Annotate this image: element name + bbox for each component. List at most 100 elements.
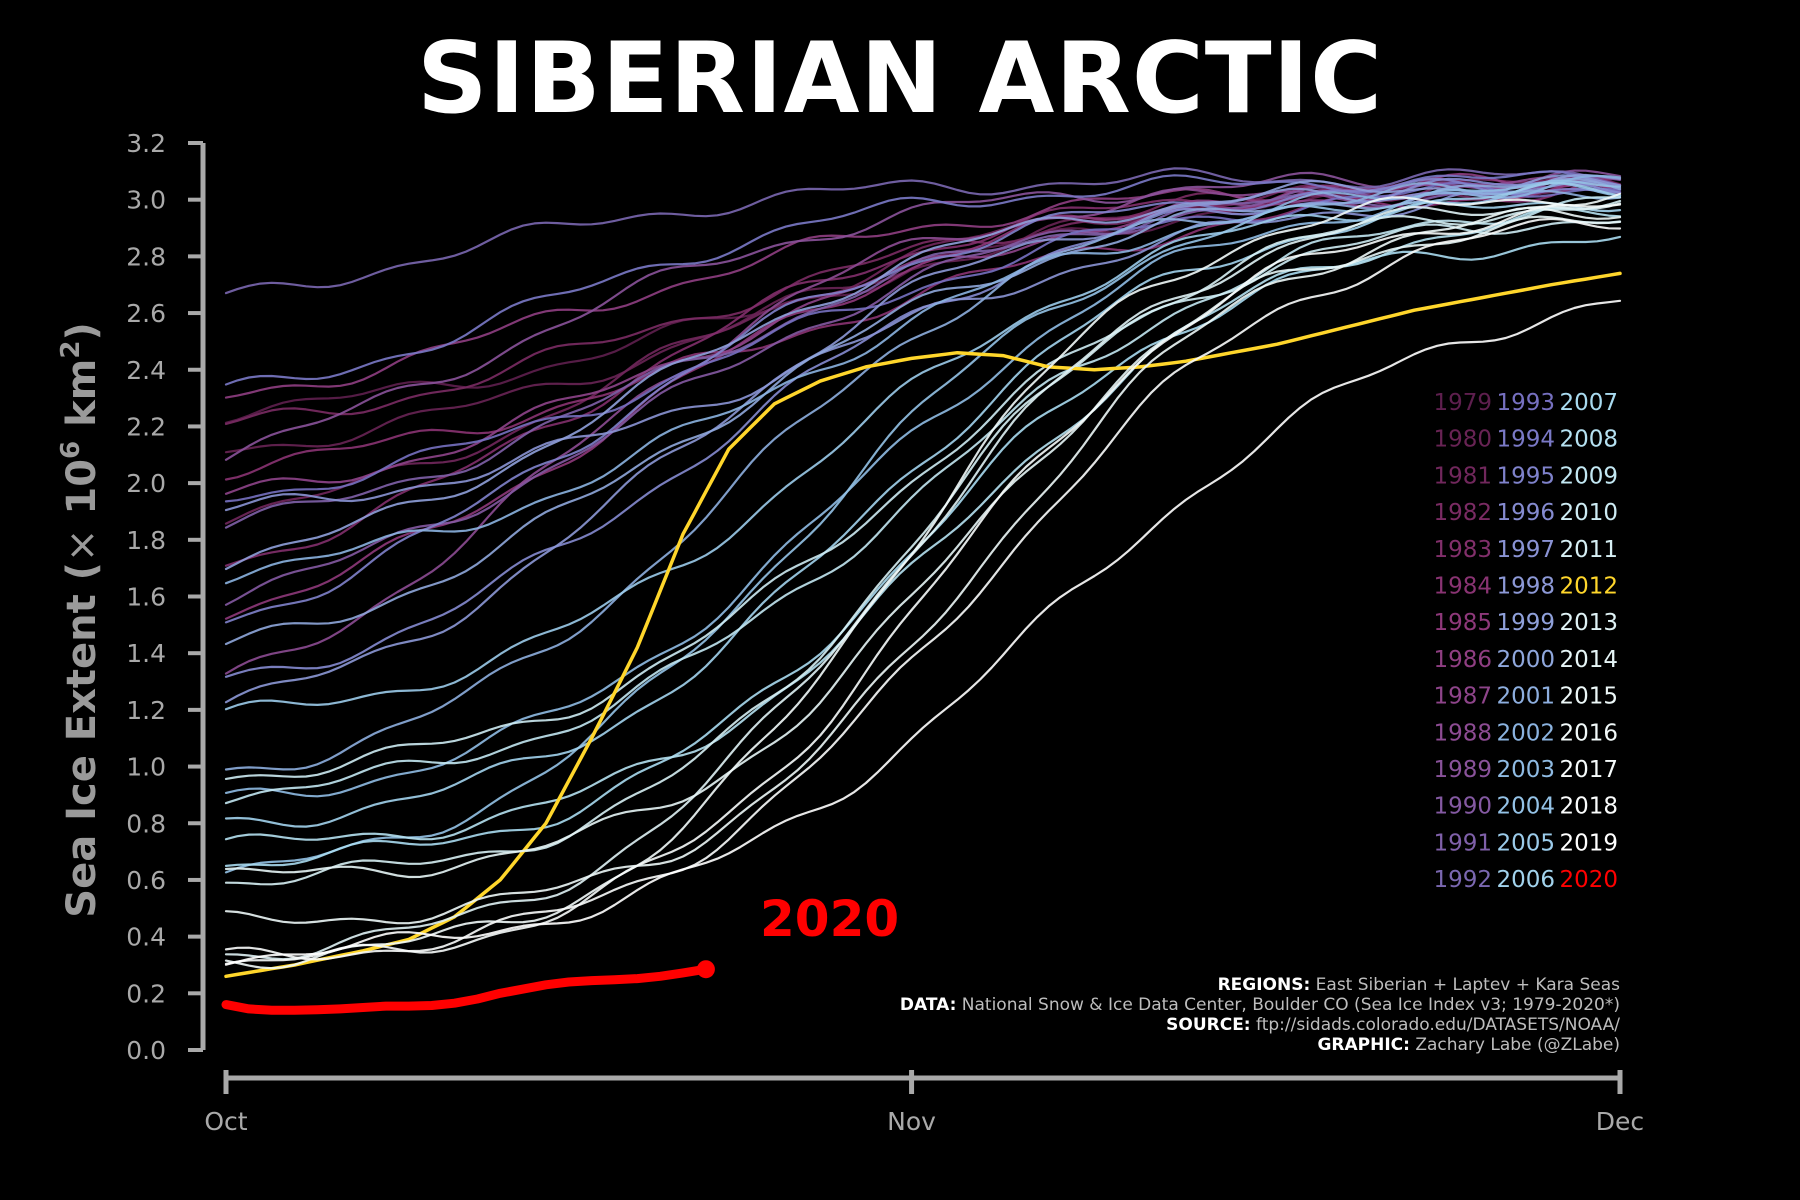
series-line-1980 [224, 178, 1622, 454]
y-tick-label: 2.8 [126, 242, 166, 271]
x-tick-label: Nov [887, 1107, 936, 1136]
x-tick-label: Oct [204, 1107, 247, 1136]
y-tick-label: 2.2 [126, 412, 166, 441]
legend-year-2004: 2004 [1496, 794, 1555, 820]
series-line-1984 [224, 178, 1622, 481]
legend-year-1989: 1989 [1433, 757, 1492, 783]
y-tick-label: 3.0 [126, 186, 166, 215]
series-line-2003 [224, 181, 1622, 798]
series-line-2015 [224, 206, 1622, 925]
legend-year-2010: 2010 [1559, 500, 1618, 526]
y-tick-label: 3.2 [126, 129, 166, 158]
legend-year-2011: 2011 [1559, 537, 1618, 563]
highlight-label-2020: 2020 [760, 890, 899, 948]
y-tick-label: 0.0 [126, 1036, 166, 1065]
y-tick-label: 1.4 [126, 639, 166, 668]
legend-year-1995: 1995 [1496, 463, 1555, 489]
series-line-2014 [224, 215, 1622, 879]
series-end-marker-2020 [696, 960, 715, 979]
series-line-2016 [224, 192, 1622, 970]
y-tick-label: 2.6 [126, 299, 166, 328]
legend-year-1994: 1994 [1496, 427, 1555, 453]
series-line-2006 [224, 201, 1622, 828]
legend-year-1991: 1991 [1433, 830, 1492, 856]
credits-block: REGIONS: East Siberian + Laptev + Kara S… [900, 975, 1620, 1055]
legend-year-1980: 1980 [1433, 427, 1492, 453]
series-line-2001 [224, 182, 1622, 771]
series-line-1981 [224, 179, 1622, 525]
legend-year-2019: 2019 [1559, 830, 1618, 856]
y-tick-label: 1.0 [126, 753, 166, 782]
series-line-2004 [224, 179, 1622, 874]
series-line-1979 [224, 176, 1622, 424]
y-tick-label: 2.0 [126, 469, 166, 498]
legend-year-2000: 2000 [1496, 647, 1555, 673]
legend-year-1985: 1985 [1433, 610, 1492, 636]
chart-title: SIBERIAN ARCTIC [416, 22, 1384, 136]
x-tick-label: Dec [1596, 1107, 1644, 1136]
legend-year-1996: 1996 [1496, 500, 1555, 526]
legend: 1979 1980 1981 1982 1983 1984 1985 1986 1987 1988… [1433, 390, 1618, 893]
legend-year-2002: 2002 [1496, 720, 1555, 746]
legend-year-1990: 1990 [1433, 794, 1492, 820]
series-line-2007 [224, 235, 1622, 867]
series-line-2011 [224, 199, 1622, 886]
legend-year-2007: 2007 [1559, 390, 1618, 416]
legend-year-2014: 2014 [1559, 647, 1618, 673]
series-line-1989 [224, 169, 1622, 461]
legend-year-2008: 2008 [1559, 427, 1618, 453]
credit-line: DATA: National Snow & Ice Data Center, B… [900, 995, 1620, 1015]
y-tick-label: 1.6 [126, 583, 166, 612]
legend-year-1998: 1998 [1496, 574, 1555, 600]
legend-year-1999: 1999 [1496, 610, 1555, 636]
legend-year-1979: 1979 [1433, 390, 1492, 416]
y-tick-label: 1.8 [126, 526, 166, 555]
series-line-2010 [224, 220, 1622, 780]
series-line-1992 [224, 167, 1622, 295]
series-line-1999 [224, 173, 1622, 571]
legend-year-2015: 2015 [1559, 684, 1618, 710]
series-line-2002 [224, 174, 1622, 585]
credit-line: GRAPHIC: Zachary Labe (@ZLabe) [1317, 1035, 1620, 1055]
y-tick-label: 0.2 [126, 979, 166, 1008]
legend-year-1981: 1981 [1433, 463, 1492, 489]
y-tick-label: 2.4 [126, 356, 166, 385]
series-line-2017 [224, 203, 1622, 965]
legend-year-2001: 2001 [1496, 684, 1555, 710]
series-line-1995 [224, 177, 1622, 624]
x-axis: Oct Nov Dec [204, 1070, 1644, 1136]
y-tick-label: 0.8 [126, 809, 166, 838]
series-line-1993 [224, 181, 1622, 503]
legend-year-1988: 1988 [1433, 720, 1492, 746]
legend-year-1983: 1983 [1433, 537, 1492, 563]
legend-year-2003: 2003 [1496, 757, 1555, 783]
series-line-2008 [224, 207, 1622, 841]
series-line-1982 [224, 175, 1622, 426]
legend-year-2005: 2005 [1496, 830, 1555, 856]
series-line-2013 [224, 202, 1622, 961]
series-line-2000 [224, 177, 1622, 646]
series-line-2009 [224, 196, 1622, 805]
legend-year-1982: 1982 [1433, 500, 1492, 526]
legend-year-1992: 1992 [1433, 867, 1492, 893]
y-axis: 0.0 0.2 0.4 0.6 0.8 1.0 1.2 1.4 1.6 1.8 2.0 2.2 2.4 2… [126, 129, 206, 1065]
legend-year-2018: 2018 [1559, 794, 1618, 820]
legend-year-2017: 2017 [1559, 757, 1618, 783]
credit-line: SOURCE: ftp://sidads.colorado.edu/DATASE… [1166, 1015, 1620, 1035]
legend-year-1987: 1987 [1433, 684, 1492, 710]
y-tick-label: 0.4 [126, 923, 166, 952]
y-tick-label: 1.2 [126, 696, 166, 725]
series-layer [221, 167, 1622, 1015]
legend-year-1993: 1993 [1496, 390, 1555, 416]
credit-line: REGIONS: East Siberian + Laptev + Kara S… [1218, 975, 1621, 995]
y-tick-label: 0.6 [126, 866, 166, 895]
series-line-2020 [221, 964, 711, 1015]
legend-year-2012: 2012 [1559, 574, 1618, 600]
legend-year-1997: 1997 [1496, 537, 1555, 563]
legend-year-1984: 1984 [1433, 574, 1492, 600]
legend-year-2020: 2020 [1559, 867, 1618, 893]
legend-year-1986: 1986 [1433, 647, 1492, 673]
legend-year-2016: 2016 [1559, 720, 1618, 746]
legend-year-2006: 2006 [1496, 867, 1555, 893]
